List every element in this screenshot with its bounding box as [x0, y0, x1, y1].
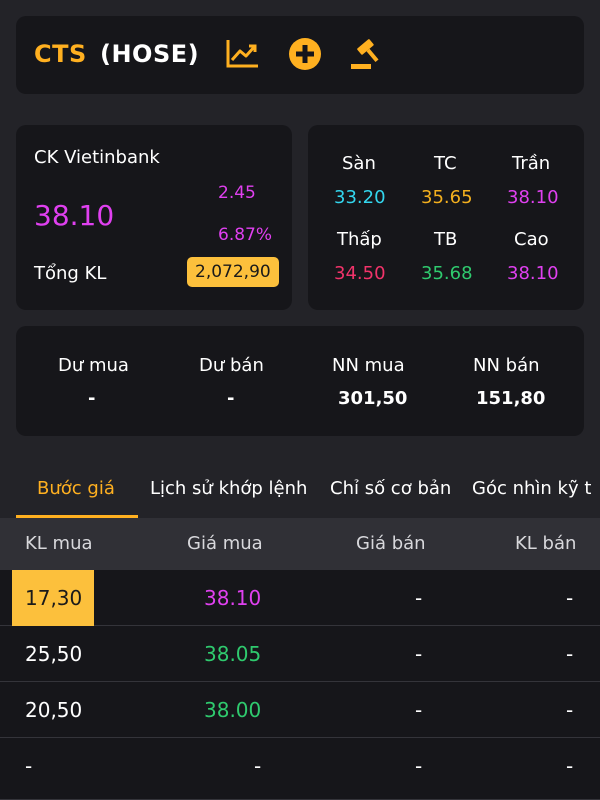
bid-volume: 20,50 — [25, 698, 83, 722]
col-ask-price: Giá bán — [356, 533, 426, 554]
table-row[interactable]: - - - - — [0, 738, 600, 800]
tab-technical-view[interactable]: Góc nhìn kỹ t — [472, 478, 592, 499]
high-value: 38.10 — [507, 263, 559, 284]
bid-volume-highlight — [12, 570, 94, 626]
tab-fundamentals[interactable]: Chỉ số cơ bản — [330, 478, 452, 499]
ask-remaining-value: - — [227, 388, 235, 409]
detail-tabs: Bước giá Lịch sử khớp lệnh Chỉ số cơ bản… — [0, 468, 600, 518]
ask-price: - — [415, 586, 423, 610]
ask-volume: - — [566, 586, 574, 610]
ticker-symbol: CTS — [34, 40, 87, 68]
price-levels-card: Sàn 33.20 TC 35.65 Trần 38.10 Thấp 34.50… — [308, 125, 584, 310]
ask-volume: - — [566, 698, 574, 722]
chart-trend-icon[interactable] — [224, 36, 260, 72]
price-change: 2.45 — [218, 183, 256, 203]
bid-volume: 25,50 — [25, 642, 83, 666]
order-flow-card: Dư mua - Dư bán - NN mua 301,50 NN bán 1… — [16, 326, 584, 436]
stock-header: CTS (HOSE) — [16, 16, 584, 94]
bid-price: 38.10 — [204, 586, 262, 610]
ask-price: - — [415, 754, 423, 778]
high-label: Cao — [514, 229, 549, 250]
reference-value: 35.65 — [421, 187, 473, 208]
ceiling-label: Trần — [512, 153, 551, 174]
bid-remaining-value: - — [88, 388, 96, 409]
ceiling-value: 38.10 — [507, 187, 559, 208]
add-circle-icon[interactable] — [287, 36, 323, 72]
ask-price: - — [415, 698, 423, 722]
table-row[interactable]: 17,30 38.10 - - — [0, 570, 600, 626]
bid-price: - — [254, 754, 262, 778]
table-row[interactable]: 20,50 38.00 - - — [0, 682, 600, 738]
col-bid-volume: KL mua — [25, 533, 93, 554]
bid-price: 38.05 — [204, 642, 262, 666]
current-price: 38.10 — [34, 199, 115, 232]
ask-remaining-label: Dư bán — [199, 355, 264, 376]
average-value: 35.68 — [421, 263, 473, 284]
floor-value: 33.20 — [334, 187, 386, 208]
total-volume-label: Tổng KL — [34, 263, 107, 284]
ask-volume: - — [566, 642, 574, 666]
price-change-pct: 6.87% — [218, 225, 273, 245]
tab-price-steps[interactable]: Bước giá — [37, 478, 115, 499]
floor-label: Sàn — [342, 153, 376, 174]
exchange-label: (HOSE) — [100, 40, 200, 68]
ask-price: - — [415, 642, 423, 666]
foreign-sell-value: 151,80 — [476, 388, 546, 409]
active-tab-indicator — [16, 515, 138, 518]
foreign-buy-label: NN mua — [332, 355, 405, 376]
bid-volume: - — [25, 754, 33, 778]
average-label: TB — [434, 229, 458, 250]
reference-label: TC — [434, 153, 457, 174]
company-name: CK Vietinbank — [34, 147, 160, 168]
table-row[interactable]: 25,50 38.05 - - — [0, 626, 600, 682]
col-ask-volume: KL bán — [515, 533, 577, 554]
auction-hammer-icon[interactable] — [348, 36, 384, 72]
col-bid-price: Giá mua — [187, 533, 263, 554]
low-value: 34.50 — [334, 263, 386, 284]
low-label: Thấp — [337, 229, 382, 250]
bid-volume: 17,30 — [25, 586, 83, 610]
tab-match-history[interactable]: Lịch sử khớp lệnh — [150, 478, 308, 499]
bid-price: 38.00 — [204, 698, 262, 722]
ask-volume: - — [566, 754, 574, 778]
stock-info-card: CK Vietinbank 38.10 2.45 6.87% Tổng KL 2… — [16, 125, 292, 310]
bid-remaining-label: Dư mua — [58, 355, 129, 376]
foreign-sell-label: NN bán — [473, 355, 540, 376]
order-book-header: KL mua Giá mua Giá bán KL bán — [0, 518, 600, 570]
foreign-buy-value: 301,50 — [338, 388, 408, 409]
total-volume-badge: 2,072,90 — [187, 257, 279, 287]
